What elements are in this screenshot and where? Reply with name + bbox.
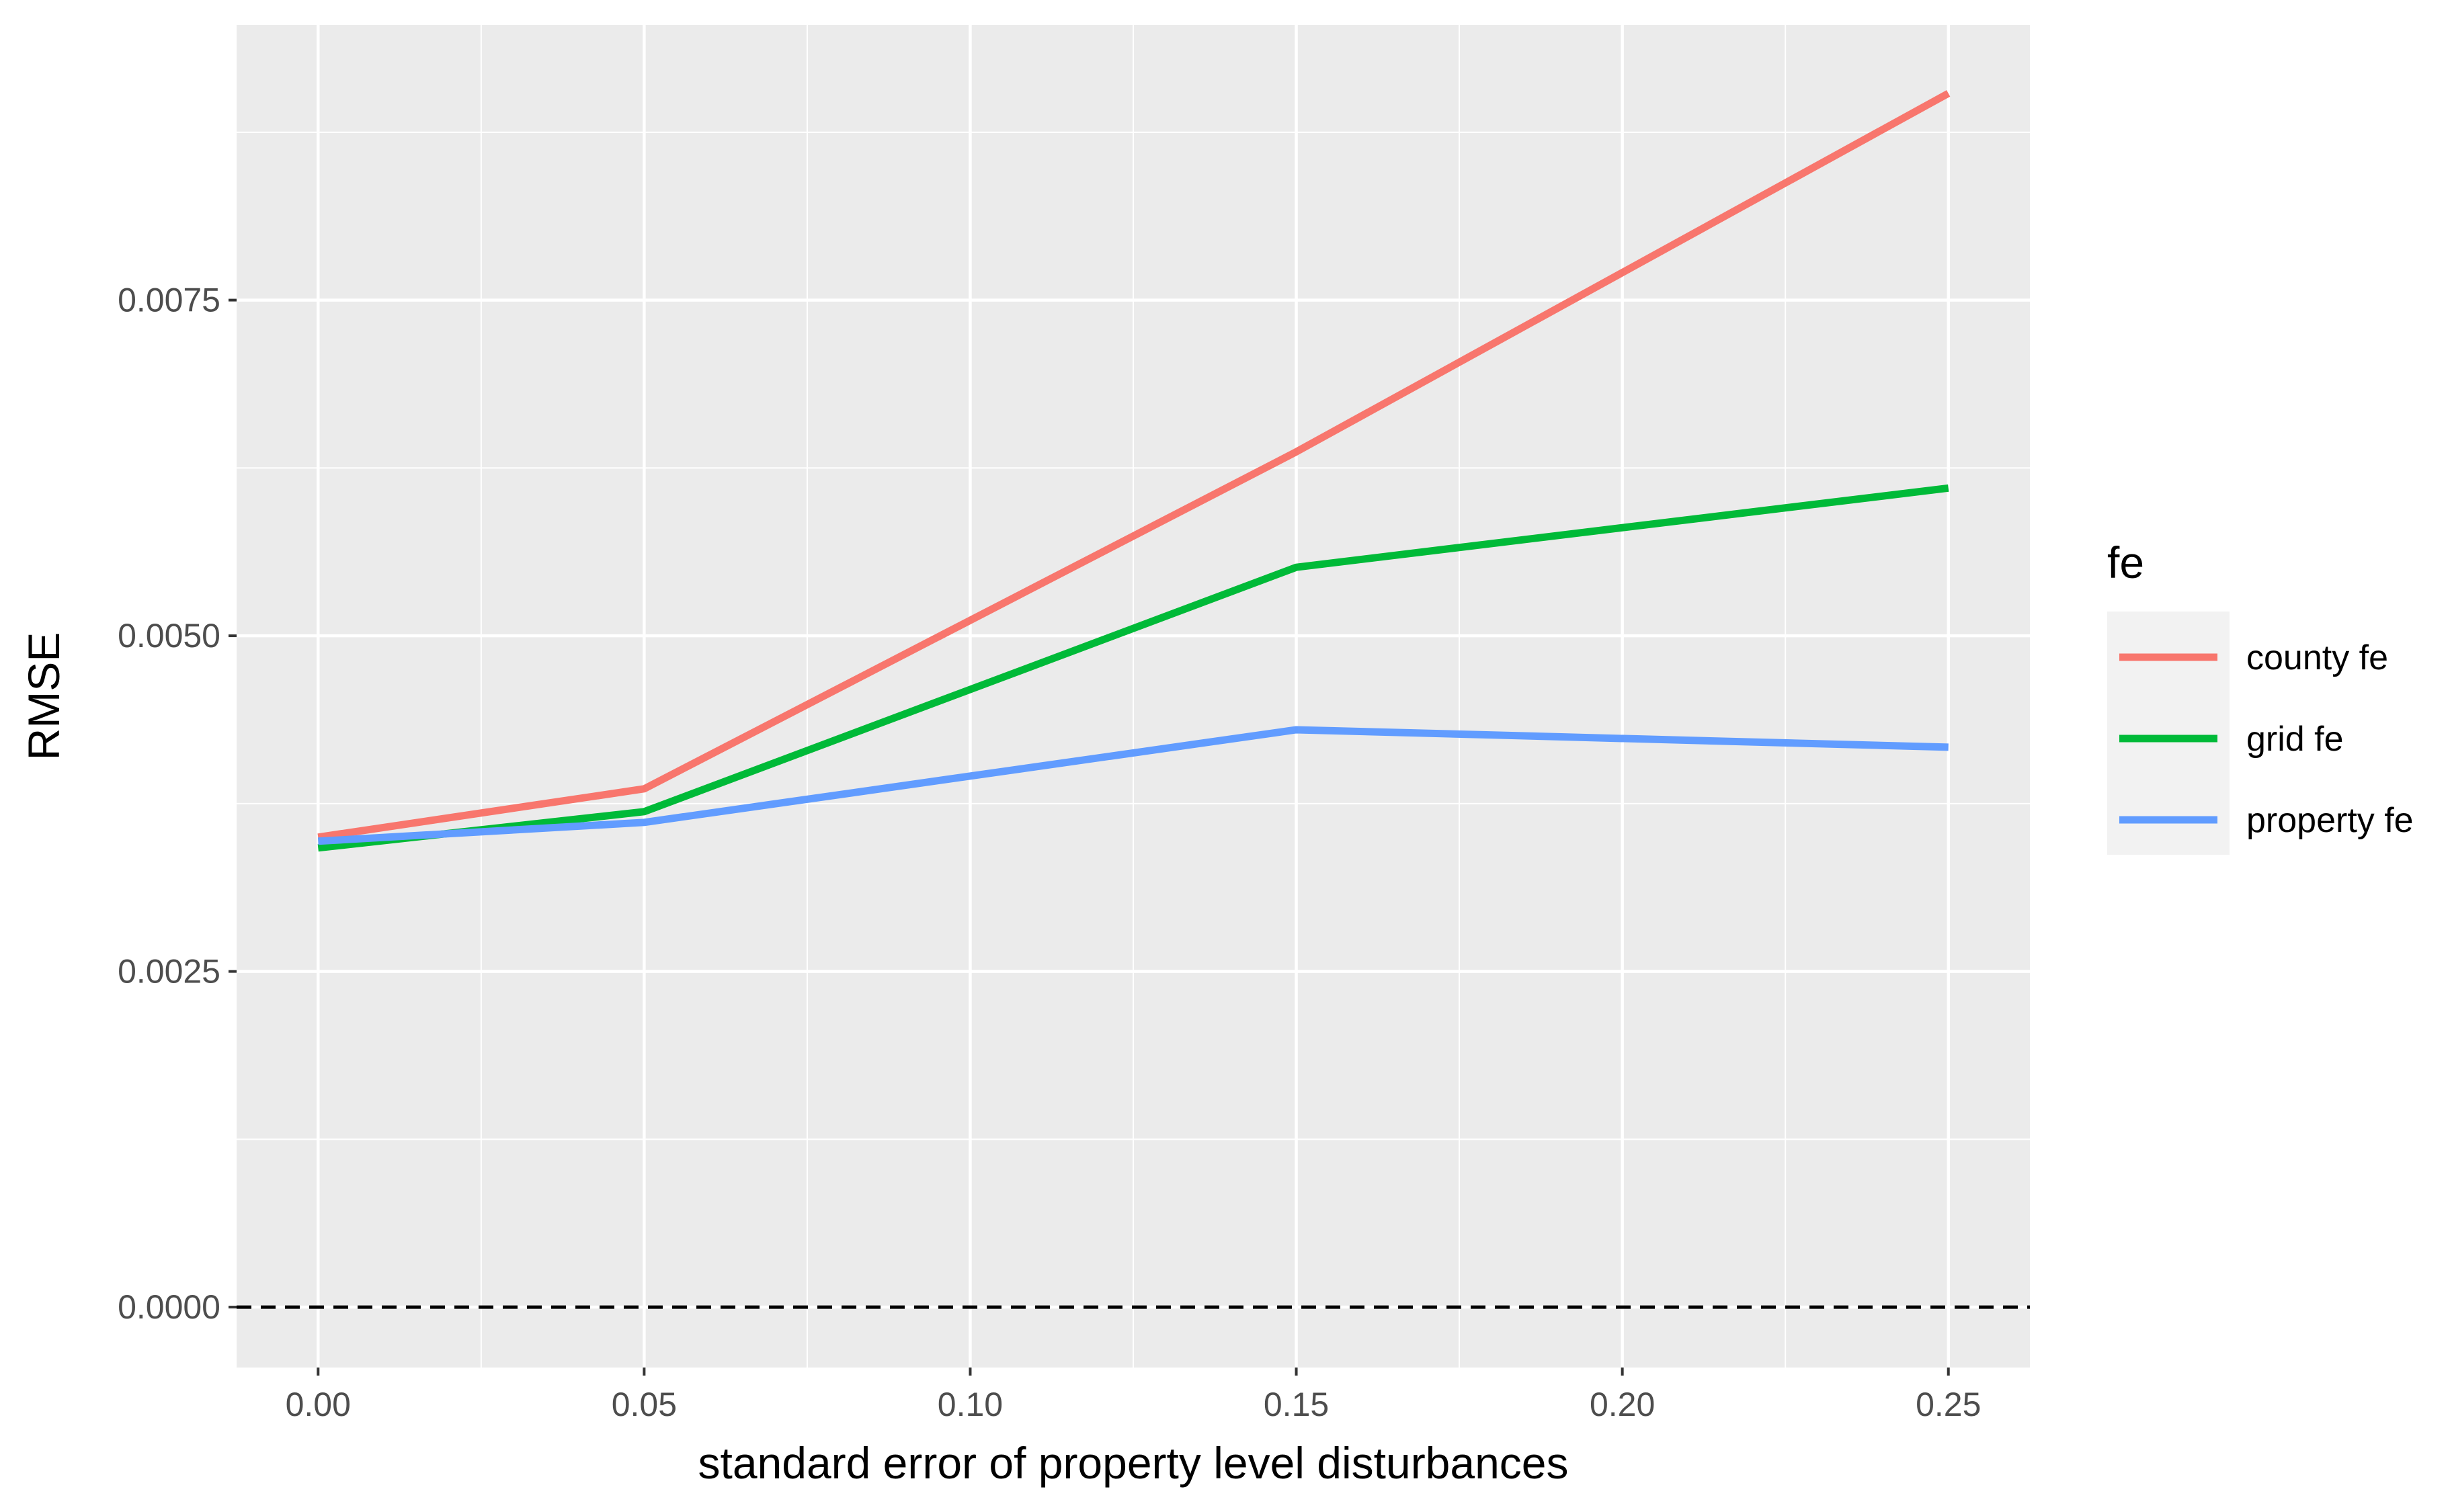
x-tick-label: 0.20 bbox=[1590, 1386, 1655, 1423]
legend-title: fe bbox=[2107, 538, 2144, 587]
y-tick-label: 0.0025 bbox=[118, 953, 220, 991]
y-axis-title: RMSE bbox=[19, 632, 69, 761]
series-lines bbox=[317, 90, 1951, 852]
y-tick-label: 0.0075 bbox=[118, 282, 220, 319]
legend-key-background bbox=[2107, 612, 2230, 855]
y-axis-ticks: 0.0000 0.0025 0.0050 0.0075 bbox=[118, 282, 237, 1326]
x-axis-title: standard error of property level disturb… bbox=[698, 1438, 1569, 1488]
x-tick-label: 0.00 bbox=[286, 1386, 351, 1423]
x-tick-label: 0.05 bbox=[612, 1386, 677, 1423]
x-tick-label: 0.15 bbox=[1264, 1386, 1329, 1423]
legend-label: county fe bbox=[2246, 638, 2388, 677]
legend-label: grid fe bbox=[2246, 720, 2344, 759]
x-tick-label: 0.25 bbox=[1916, 1386, 1981, 1423]
x-tick-label: 0.10 bbox=[938, 1386, 1003, 1423]
y-tick-label: 0.0050 bbox=[118, 617, 220, 655]
series-line-property-fe bbox=[317, 726, 1949, 845]
legend-label: property fe bbox=[2246, 801, 2414, 840]
legend: fe county fe grid fe property fe bbox=[2107, 538, 2414, 855]
legend-items: county fe grid fe property fe bbox=[2119, 638, 2414, 840]
x-axis-ticks: 0.00 0.05 0.10 0.15 0.20 0.25 bbox=[286, 1368, 1981, 1423]
series-line-county-fe bbox=[317, 90, 1951, 841]
minor-gridlines bbox=[237, 25, 2030, 1368]
y-tick-label: 0.0000 bbox=[118, 1288, 220, 1326]
